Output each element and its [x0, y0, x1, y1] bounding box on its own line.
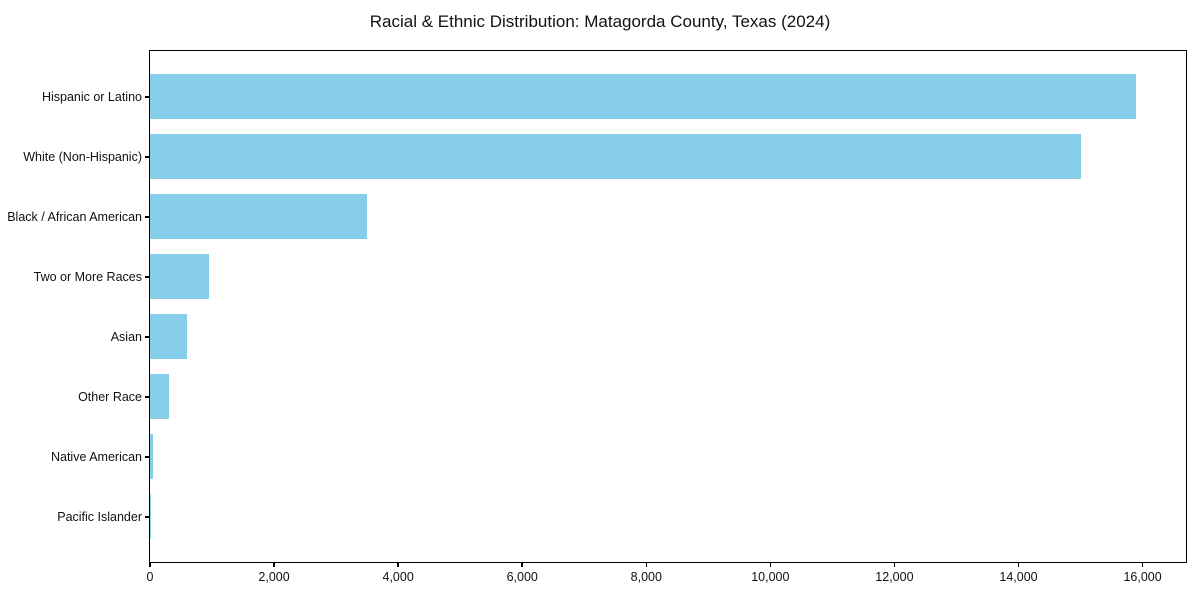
y-tick-label-asian: Asian: [110, 329, 142, 344]
bar-asian: [150, 314, 188, 359]
y-tick-black-african-american: [145, 216, 149, 218]
y-tick-label-two-or-more-races: Two or More Races: [33, 269, 142, 284]
chart-title: Racial & Ethnic Distribution: Matagorda …: [369, 12, 831, 31]
y-tick-native-american: [145, 456, 149, 458]
bar-other-race: [150, 374, 170, 419]
x-tick-label-0: 0: [146, 570, 154, 584]
x-tick-label-12000: 12,000: [875, 570, 914, 584]
x-tick-14000: [1017, 563, 1020, 567]
x-tick-label-14000: 14,000: [999, 570, 1038, 584]
x-tick-label-6000: 6,000: [506, 570, 538, 584]
x-tick-label-2000: 2,000: [258, 570, 290, 584]
y-tick-label-black-african-american: Black / African American: [7, 209, 142, 224]
y-tick-white-non-hispanic: [145, 156, 149, 158]
x-tick-label-16000: 16,000: [1123, 570, 1162, 584]
x-tick-4000: [397, 563, 399, 567]
x-tick-0: [149, 563, 151, 567]
x-tick-10000: [769, 563, 772, 567]
plot-area: [149, 50, 1187, 563]
x-tick-16000: [1141, 563, 1144, 567]
y-tick-hispanic-or-latino: [145, 96, 149, 98]
y-tick-two-or-more-races: [145, 276, 149, 278]
y-tick-label-hispanic-or-latino: Hispanic or Latino: [41, 89, 142, 104]
x-tick-label-4000: 4,000: [382, 570, 414, 584]
y-tick-asian: [145, 336, 149, 338]
x-tick-2000: [273, 563, 275, 567]
x-tick-label-8000: 8,000: [630, 570, 662, 584]
x-tick-label-10000: 10,000: [751, 570, 790, 584]
bar-white-non-hispanic: [150, 134, 1081, 179]
x-tick-8000: [645, 563, 648, 567]
y-tick-other-race: [145, 396, 149, 398]
y-tick-label-other-race: Other Race: [78, 389, 142, 404]
y-tick-label-pacific-islander: Pacific Islander: [57, 509, 142, 524]
bar-native-american: [150, 434, 154, 479]
bar-black-african-american: [150, 194, 368, 239]
x-tick-6000: [521, 563, 523, 567]
y-tick-label-white-non-hispanic: White (Non-Hispanic): [23, 149, 142, 164]
bar-hispanic-or-latino: [150, 74, 1137, 119]
y-tick-label-native-american: Native American: [50, 449, 142, 464]
y-tick-pacific-islander: [145, 516, 149, 518]
x-tick-12000: [893, 563, 896, 567]
bar-pacific-islander: [150, 494, 151, 539]
bar-two-or-more-races: [150, 254, 209, 299]
